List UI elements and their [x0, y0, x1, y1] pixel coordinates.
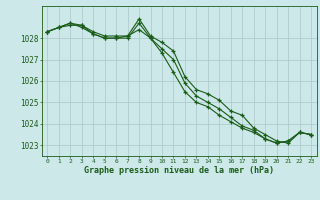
- X-axis label: Graphe pression niveau de la mer (hPa): Graphe pression niveau de la mer (hPa): [84, 166, 274, 175]
